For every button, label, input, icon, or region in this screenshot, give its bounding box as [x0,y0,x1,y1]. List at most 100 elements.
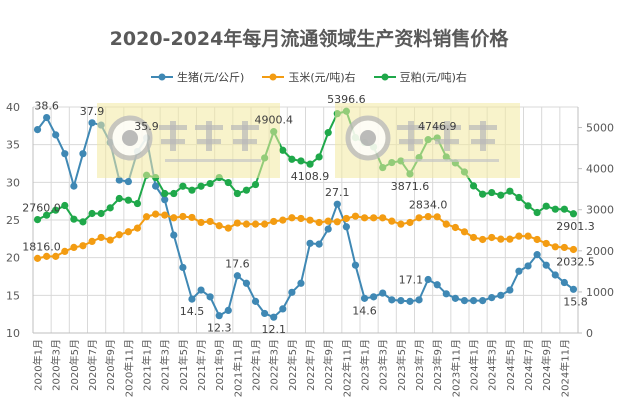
x-tick-label: 2022年9月 [322,339,335,391]
data-point-1 [542,239,550,248]
data-point-1 [97,233,105,242]
data-point-1 [424,212,432,221]
data-point-2 [551,205,559,213]
data-label: 2834.0 [409,199,448,212]
data-point-0 [261,309,269,318]
data-point-0 [333,200,341,208]
data-point-1 [33,254,42,262]
watermark-logo-eye-icon [122,130,138,146]
x-tick-label: 2023年7月 [413,339,426,391]
legend-item-corn: 玉米(元/吨)右 [262,69,356,85]
x-tick-label: 2021年5月 [177,339,190,391]
data-label: 4108.9 [291,170,330,183]
watermark-glyph-icon [197,139,221,144]
data-point-0 [288,288,296,296]
data-point-1 [415,214,423,222]
data-point-1 [388,217,396,225]
data-point-1 [70,243,78,252]
left-tick-label: 25 [6,214,20,227]
data-point-0 [315,240,323,248]
data-point-1 [533,235,541,244]
right-tick-label: 3000 [586,204,614,217]
data-point-0 [397,297,405,305]
data-label: 4746.9 [418,120,457,133]
data-point-1 [106,236,114,244]
data-point-2 [469,182,478,190]
data-point-0 [497,291,505,299]
data-point-2 [179,182,187,190]
watermark-glyph-icon [233,139,257,144]
data-point-1 [79,242,87,250]
data-point-1 [251,220,260,228]
data-point-1 [43,252,51,260]
data-point-2 [515,193,523,202]
data-point-0 [206,293,214,301]
left-tick-label: 15 [6,289,20,302]
watermark-glyph-icon [206,121,212,151]
watermark-glyph-icon [480,121,486,151]
data-point-1 [188,213,196,222]
data-point-0 [215,312,223,320]
data-point-1 [115,231,123,239]
x-tick-label: 2020年7月 [86,339,99,391]
x-tick-label: 2021年1月 [141,339,154,391]
data-point-1 [270,217,278,226]
data-point-0 [115,176,123,184]
data-label: 4900.4 [254,114,293,127]
data-point-1 [342,214,350,223]
legend-label-hog: 生猪(元/公斤) [177,71,245,84]
x-tick-label: 2024年5月 [504,339,517,391]
data-point-1 [506,235,514,243]
data-point-0 [506,286,514,294]
left-tick-label: 10 [6,327,20,340]
x-tick-label: 2022年5月 [286,339,299,391]
data-point-0 [479,297,487,305]
data-point-1 [297,214,305,223]
data-point-2 [206,179,214,188]
data-point-0 [270,313,278,321]
data-point-2 [233,189,241,198]
x-tick-label: 2020年1月 [32,339,45,391]
data-point-2 [61,201,69,210]
data-point-2 [79,218,87,226]
data-point-2 [324,129,332,137]
data-label: 35.9 [134,120,159,133]
watermark-url-icon [403,159,499,162]
data-label: 27.1 [325,186,350,199]
data-point-0 [279,305,287,313]
x-tick-label: 2023年9月 [431,339,444,391]
data-point-1 [197,218,205,227]
data-label: 2032.5 [556,255,595,268]
data-point-0 [379,289,387,297]
data-label: 12.3 [207,322,232,335]
data-point-1 [88,237,96,246]
data-point-1 [469,233,478,242]
data-point-0 [197,286,205,294]
chart-title: 2020-2024年每月流通领域生产资料销售价格 [109,28,509,50]
right-tick-label: 2000 [586,245,614,258]
data-point-2 [52,206,60,214]
data-point-1 [233,219,241,227]
data-point-0 [551,271,559,279]
data-point-0 [415,296,423,304]
data-point-1 [315,218,323,227]
data-point-2 [197,182,205,190]
data-point-0 [324,225,332,233]
data-label: 1816.0 [22,240,61,253]
data-point-1 [161,211,169,219]
x-tick-label: 2020年5月 [68,339,81,391]
data-point-1 [206,217,214,226]
data-point-0 [524,262,532,270]
data-point-2 [315,153,323,161]
data-point-2 [133,199,142,208]
legend-marker-hog [151,73,174,81]
data-label: 14.6 [352,304,377,317]
data-label: 14.5 [180,305,205,318]
x-tick-label: 2021年9月 [213,339,226,391]
right-tick-label: 1000 [586,286,614,299]
data-point-0 [542,261,550,269]
data-point-0 [460,297,469,305]
data-point-1 [433,213,441,221]
x-tick-label: 2021年7月 [195,339,208,391]
data-point-0 [424,275,432,284]
